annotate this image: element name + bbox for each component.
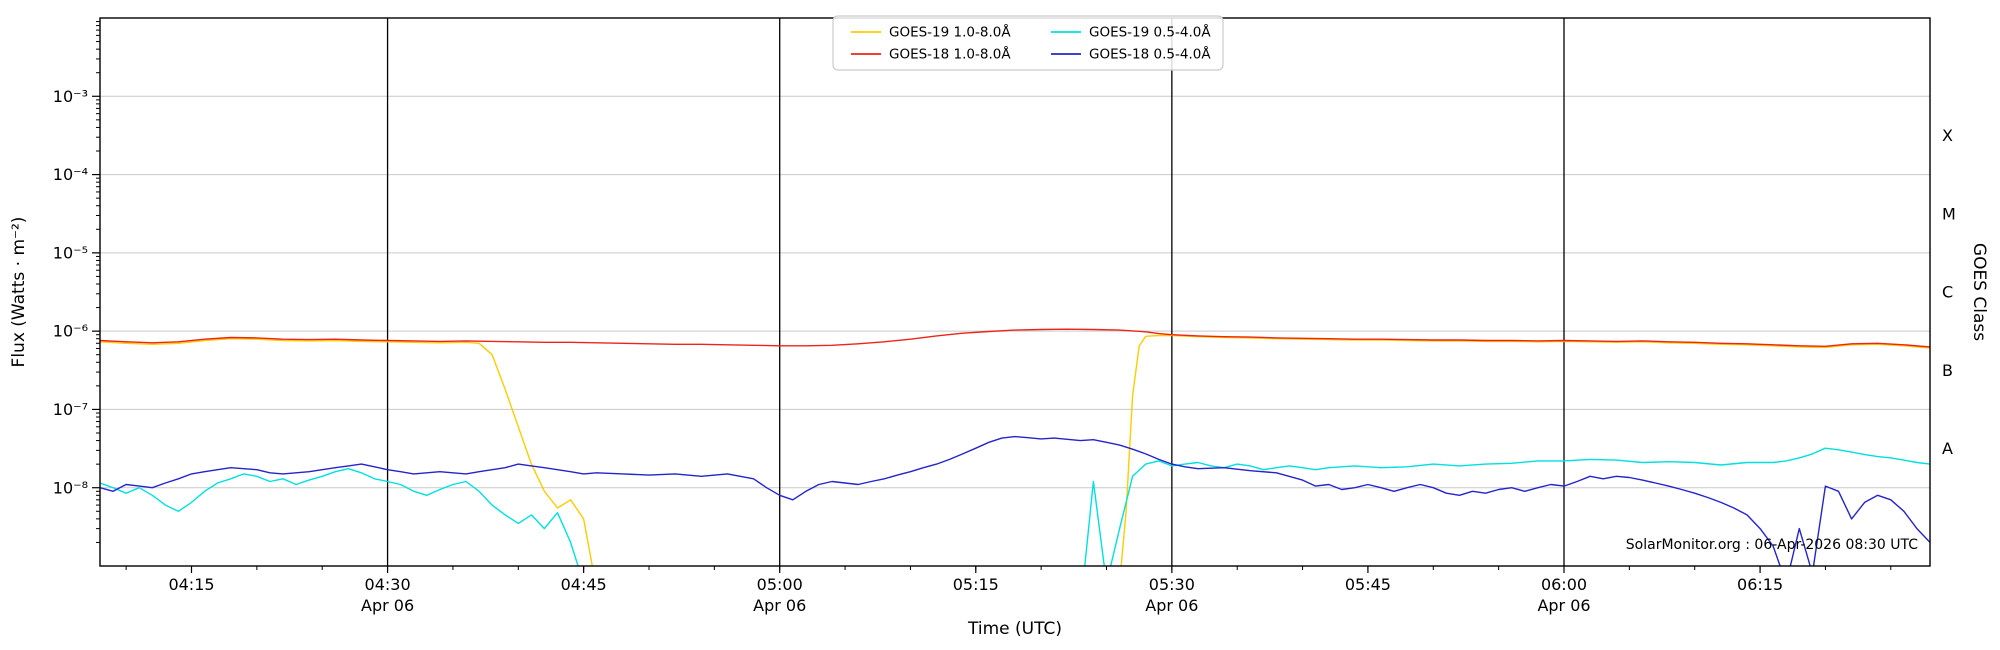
x-tick-label: 05:45 bbox=[1345, 575, 1391, 594]
y-tick-label: 10⁻⁸ bbox=[53, 478, 88, 497]
x-tick-label: 05:15 bbox=[953, 575, 999, 594]
y-tick-label: 10⁻⁴ bbox=[53, 165, 88, 184]
series-line-1 bbox=[100, 328, 1930, 348]
x-tick-label: 05:00 bbox=[757, 575, 803, 594]
legend-label-1: GOES-18 1.0-8.0Å bbox=[889, 46, 1011, 63]
legend-label-0: GOES-19 1.0-8.0Å bbox=[889, 24, 1011, 41]
goes-class-label: X bbox=[1942, 126, 1953, 145]
x-axis-title: Time (UTC) bbox=[967, 619, 1062, 639]
goes-class-label: M bbox=[1942, 204, 1956, 223]
series-line-3 bbox=[100, 435, 1930, 566]
goes-class-label: C bbox=[1942, 283, 1953, 302]
y-tick-label: 10⁻³ bbox=[53, 87, 88, 106]
y-tick-label: 10⁻⁵ bbox=[53, 243, 88, 262]
y-tick-label: 10⁻⁷ bbox=[53, 400, 88, 419]
gridlines bbox=[100, 95, 1930, 489]
x-tick-label: 05:30 bbox=[1149, 575, 1195, 594]
x-day-label: Apr 06 bbox=[1145, 596, 1198, 615]
plot-frame bbox=[99, 17, 1931, 567]
x-day-label: Apr 06 bbox=[753, 596, 806, 615]
series-line-0 bbox=[100, 334, 1930, 566]
x-tick-label: 04:15 bbox=[168, 575, 214, 594]
watermark: SolarMonitor.org : 06-Apr-2026 08:30 UTC bbox=[1626, 537, 1918, 553]
x-tick-label: 04:45 bbox=[561, 575, 607, 594]
x-day-label: Apr 06 bbox=[1537, 596, 1590, 615]
series-line-2 bbox=[100, 447, 1930, 566]
x-day-label: Apr 06 bbox=[361, 596, 414, 615]
x-tick-label: 06:15 bbox=[1737, 575, 1783, 594]
x-tick-label: 06:00 bbox=[1541, 575, 1587, 594]
goes-class-label: A bbox=[1942, 439, 1953, 458]
goes-class-axis: X M C B A bbox=[1942, 126, 1956, 458]
right-axis-title: GOES Class bbox=[1969, 243, 1989, 341]
y-axis: 10⁻³ 10⁻⁴ 10⁻⁵ 10⁻⁶ 10⁻⁷ 10⁻⁸ bbox=[53, 21, 100, 543]
x-axis: 04:15 04:30 04:45 05:00 05:15 05:30 05:45 06:00… bbox=[125, 566, 1892, 615]
x-tick-label: 04:30 bbox=[365, 575, 411, 594]
y-axis-title: Flux (Watts · m⁻²) bbox=[9, 217, 29, 368]
legend: GOES-19 1.0-8.0Å GOES-18 1.0-8.0Å GOES-19 … bbox=[832, 15, 1224, 71]
hour-marker-lines bbox=[386, 18, 1565, 566]
legend-label-3: GOES-18 0.5-4.0Å bbox=[1089, 46, 1211, 63]
y-tick-label: 10⁻⁶ bbox=[53, 322, 88, 341]
series-lines bbox=[100, 328, 1930, 566]
goes-class-label: B bbox=[1942, 361, 1953, 380]
legend-box bbox=[832, 15, 1224, 71]
legend-label-2: GOES-19 0.5-4.0Å bbox=[1089, 24, 1211, 41]
